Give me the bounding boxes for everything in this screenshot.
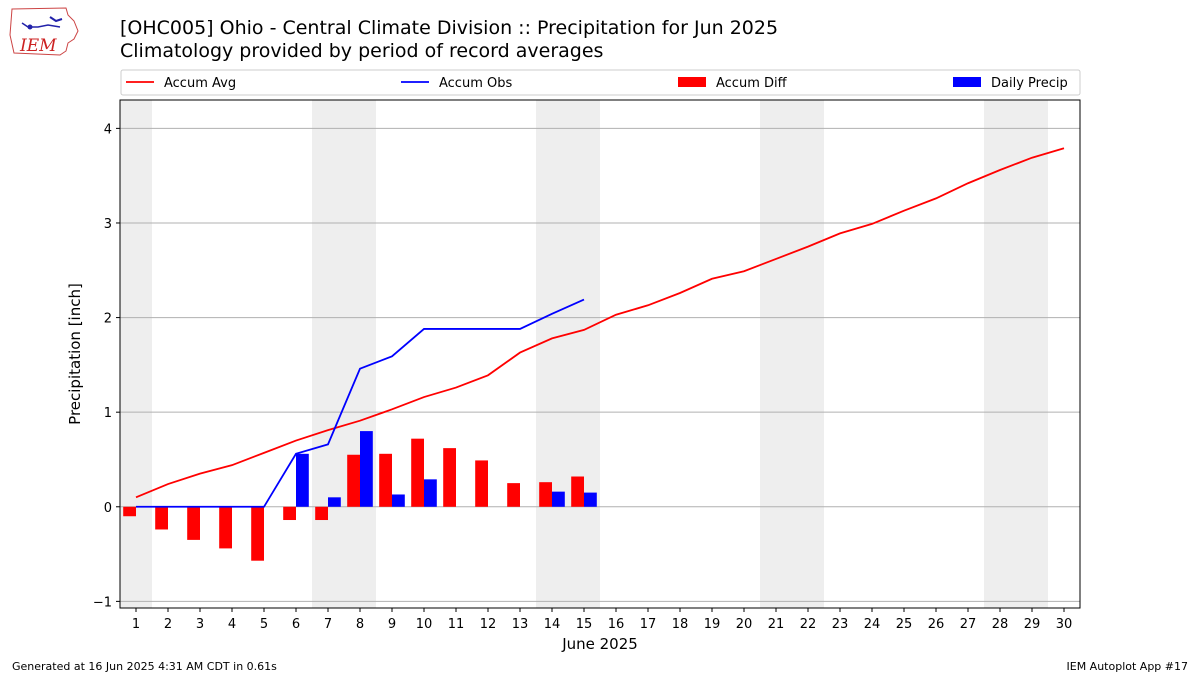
legend-accum-diff-label: Accum Diff [716, 76, 788, 91]
weekend-band [760, 100, 824, 608]
legend-accum-diff-swatch [678, 77, 706, 87]
chart-title: [OHC005] Ohio - Central Climate Division… [120, 17, 779, 39]
legend-daily-precip-swatch [953, 77, 981, 87]
iem-logo: IEM [9, 7, 79, 56]
y-tick-label: 0 [104, 501, 112, 516]
x-tick-label: 25 [896, 617, 913, 632]
x-tick-label: 11 [448, 617, 465, 632]
x-tick-label: 13 [512, 617, 529, 632]
x-axis-label: June 2025 [561, 635, 638, 653]
x-tick-label: 7 [324, 617, 332, 632]
accum-diff-bar [571, 476, 584, 507]
accum-diff-bar [123, 506, 136, 517]
y-tick-label: 3 [104, 217, 112, 232]
accum-diff-bar [251, 506, 264, 561]
legend-daily-precip-label: Daily Precip [991, 76, 1068, 91]
x-tick-label: 1 [132, 617, 140, 632]
legend-box [120, 69, 1081, 96]
accum-diff-bar [155, 506, 168, 530]
y-tick-label: 4 [104, 122, 112, 137]
x-tick-label: 8 [356, 617, 364, 632]
y-axis-label: Precipitation [inch] [66, 283, 84, 425]
daily-precip-bar [360, 431, 373, 507]
daily-precip-bar [296, 453, 309, 507]
accum-diff-bar [539, 482, 552, 507]
x-tick-label: 6 [292, 617, 300, 632]
svg-text:IEM: IEM [19, 36, 57, 56]
x-tick-label: 18 [672, 617, 689, 632]
y-tick-label: −1 [93, 595, 112, 610]
x-tick-label: 14 [544, 617, 561, 632]
chart-subtitle: Climatology provided by period of record… [120, 40, 604, 62]
daily-precip-bar [552, 491, 565, 507]
x-tick-label: 20 [736, 617, 753, 632]
accum-obs-line [136, 298, 585, 508]
accum-diff-bar [475, 460, 488, 507]
accum-diff-bar [443, 448, 456, 507]
x-tick-label: 22 [800, 617, 817, 632]
x-tick-label: 15 [576, 617, 593, 632]
x-tick-label: 9 [388, 617, 396, 632]
x-tick-label: 21 [768, 617, 785, 632]
x-tick-label: 30 [1056, 617, 1073, 632]
x-tick-label: 5 [260, 617, 268, 632]
x-tick-label: 16 [608, 617, 625, 632]
x-tick-label: 3 [196, 617, 204, 632]
weekend-band [312, 100, 376, 608]
x-tick-label: 2 [164, 617, 172, 632]
daily-precip-bar [424, 479, 437, 507]
x-tick-label: 10 [416, 617, 433, 632]
accum-diff-bar [283, 506, 296, 521]
daily-precip-bar [584, 492, 597, 507]
generated-timestamp: Generated at 16 Jun 2025 4:31 AM CDT in … [12, 660, 277, 673]
x-tick-label: 12 [480, 617, 497, 632]
x-tick-label: 24 [864, 617, 881, 632]
accum-diff-bar [411, 438, 424, 507]
x-tick-label: 19 [704, 617, 721, 632]
x-tick-label: 26 [928, 617, 945, 632]
y-tick-label: 1 [104, 406, 112, 421]
accum-diff-bar [379, 453, 392, 507]
y-tick-label: 2 [104, 312, 112, 327]
x-tick-label: 23 [832, 617, 849, 632]
accum-diff-bar [219, 506, 232, 549]
weekend-band [984, 100, 1048, 608]
x-tick-label: 28 [992, 617, 1009, 632]
accum-diff-bar [315, 506, 328, 521]
weekend-band [120, 100, 152, 608]
accum-diff-bar [187, 506, 200, 540]
daily-precip-bar [328, 497, 341, 507]
app-label: IEM Autoplot App #17 [1066, 660, 1189, 673]
accum-diff-bar [347, 454, 360, 507]
x-tick-label: 17 [640, 617, 657, 632]
x-tick-label: 27 [960, 617, 977, 632]
plot-frame [119, 99, 1081, 609]
legend-accum-avg-label: Accum Avg [164, 76, 236, 91]
daily-precip-bar [392, 494, 405, 507]
x-tick-label: 29 [1024, 617, 1041, 632]
accum-diff-bar [507, 483, 520, 507]
legend-accum-obs-label: Accum Obs [439, 76, 512, 91]
weekend-band [536, 100, 600, 608]
x-tick-label: 4 [228, 617, 236, 632]
accum-avg-line [135, 147, 1065, 499]
